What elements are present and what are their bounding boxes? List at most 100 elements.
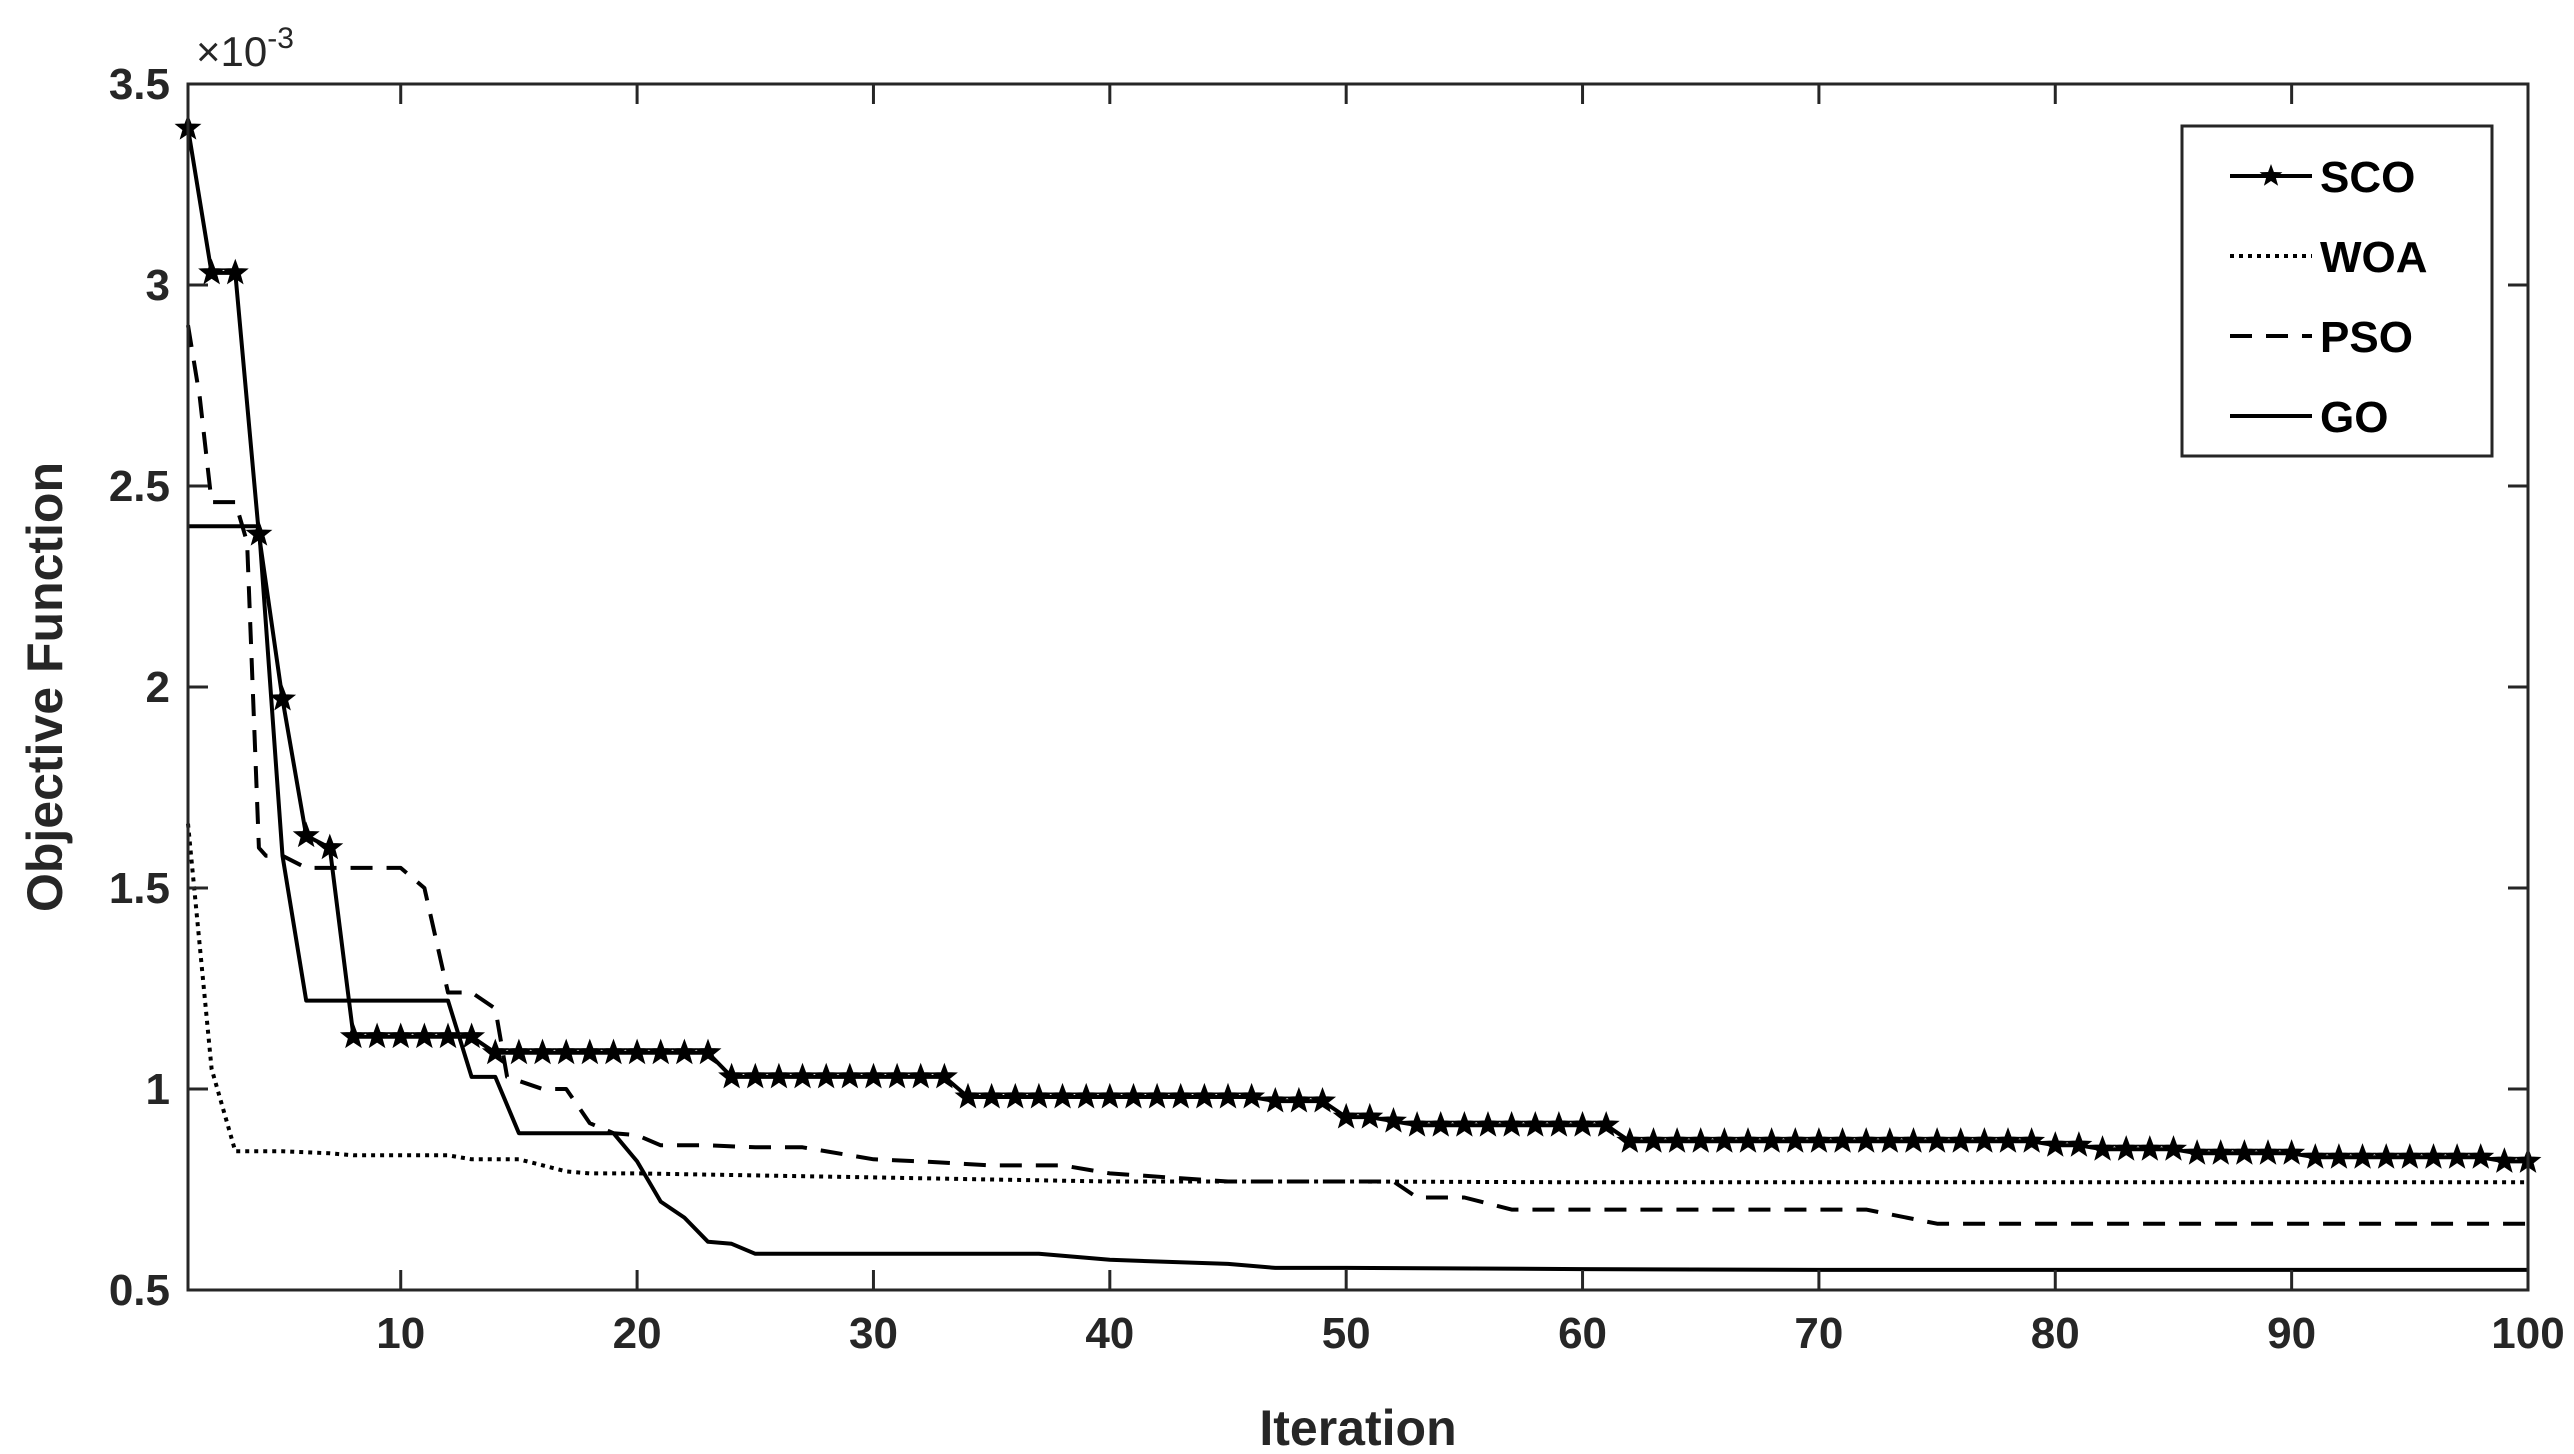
legend: SCO WOA PSO GO bbox=[2180, 124, 2494, 458]
data-point-sco bbox=[481, 1038, 509, 1065]
data-point-sco bbox=[1379, 1107, 1407, 1133]
data-point-sco bbox=[1119, 1082, 1147, 1109]
data-point-sco bbox=[2254, 1139, 2282, 1165]
axes-frame bbox=[186, 82, 2530, 1292]
data-point-sco bbox=[1285, 1086, 1313, 1113]
data-point-sco bbox=[2467, 1143, 2495, 1169]
x-axis-ticks: 10 20 30 40 50 60 70 80 90 100 bbox=[376, 84, 2565, 1358]
x-tick-label: 20 bbox=[613, 1309, 662, 1358]
data-point-sco bbox=[1639, 1127, 1667, 1153]
legend-item-sco: SCO bbox=[2230, 153, 2415, 202]
data-point-sco bbox=[2230, 1139, 2258, 1165]
data-point-sco bbox=[1852, 1127, 1880, 1153]
data-point-sco bbox=[1427, 1111, 1455, 1137]
data-point-sco bbox=[1781, 1127, 1809, 1153]
data-point-sco bbox=[2443, 1143, 2471, 1169]
exponent-power: -3 bbox=[267, 22, 294, 55]
data-point-sco bbox=[1356, 1102, 1384, 1129]
data-point-sco bbox=[2112, 1135, 2140, 1161]
data-point-sco bbox=[505, 1038, 533, 1065]
y-axis-ticks: 0.5 1 1.5 2 2.5 3 3.5 bbox=[109, 60, 2528, 1315]
data-point-sco bbox=[1049, 1082, 1077, 1109]
data-point-sco bbox=[316, 833, 344, 860]
data-point-sco bbox=[599, 1038, 627, 1065]
data-point-sco bbox=[292, 821, 320, 848]
legend-star-marker bbox=[2259, 164, 2283, 186]
data-point-sco bbox=[2041, 1131, 2069, 1157]
data-point-sco bbox=[221, 258, 249, 285]
data-point-sco bbox=[954, 1082, 982, 1109]
data-point-sco bbox=[1001, 1082, 1029, 1109]
data-point-sco bbox=[930, 1062, 958, 1089]
data-point-sco bbox=[1261, 1086, 1289, 1113]
data-point-sco bbox=[1616, 1127, 1644, 1153]
y-axis-label: Objective Function bbox=[17, 462, 73, 912]
x-tick-label: 70 bbox=[1794, 1309, 1843, 1358]
data-point-sco bbox=[2419, 1143, 2447, 1169]
legend-label: PSO bbox=[2320, 313, 2413, 362]
data-point-sco bbox=[2301, 1143, 2329, 1169]
data-point-sco bbox=[1805, 1127, 1833, 1153]
data-point-sco bbox=[1214, 1082, 1242, 1109]
data-point-sco bbox=[1309, 1086, 1337, 1113]
plot-series-layer bbox=[174, 113, 2542, 1272]
x-tick-label: 10 bbox=[376, 1309, 425, 1358]
x-tick-label: 90 bbox=[2267, 1309, 2316, 1358]
data-point-sco bbox=[1332, 1102, 1360, 1129]
data-point-sco bbox=[741, 1062, 769, 1089]
series-line-sco bbox=[186, 127, 2528, 1164]
data-point-sco bbox=[883, 1062, 911, 1089]
data-point-sco bbox=[269, 684, 297, 711]
series-go bbox=[188, 524, 2528, 1272]
data-point-sco bbox=[694, 1038, 722, 1065]
data-point-sco bbox=[1876, 1127, 1904, 1153]
data-point-sco bbox=[1734, 1127, 1762, 1153]
y-tick-label: 3 bbox=[146, 261, 170, 310]
data-point-sco bbox=[670, 1038, 698, 1065]
data-point-sco bbox=[198, 258, 226, 285]
data-point-sco bbox=[2183, 1139, 2211, 1165]
x-tick-label: 50 bbox=[1322, 1309, 1371, 1358]
data-point-sco bbox=[647, 1038, 675, 1065]
data-point-sco bbox=[1403, 1111, 1431, 1137]
data-point-sco bbox=[1521, 1111, 1549, 1137]
data-point-sco bbox=[1592, 1111, 1620, 1137]
y-tick-label: 2 bbox=[146, 663, 170, 712]
data-point-sco bbox=[2065, 1131, 2093, 1157]
data-point-sco bbox=[1758, 1127, 1786, 1153]
data-point-sco bbox=[1947, 1127, 1975, 1153]
data-point-sco bbox=[2325, 1143, 2353, 1169]
data-point-sco bbox=[2372, 1143, 2400, 1169]
data-point-sco bbox=[2349, 1143, 2377, 1169]
data-point-sco bbox=[1970, 1127, 1998, 1153]
legend-item-pso: PSO bbox=[2230, 313, 2413, 362]
data-point-sco bbox=[2396, 1143, 2424, 1169]
series-line-woa bbox=[186, 823, 2528, 1185]
data-point-sco bbox=[623, 1038, 651, 1065]
data-point-sco bbox=[1899, 1127, 1927, 1153]
data-point-sco bbox=[552, 1038, 580, 1065]
x-tick-label: 100 bbox=[2491, 1309, 2564, 1358]
series-woa bbox=[186, 823, 2528, 1185]
data-point-sco bbox=[1143, 1082, 1171, 1109]
data-point-sco bbox=[2089, 1135, 2117, 1161]
series-line-pso bbox=[186, 324, 2528, 1226]
data-point-sco bbox=[1072, 1082, 1100, 1109]
data-point-sco bbox=[1710, 1127, 1738, 1153]
data-point-sco bbox=[1994, 1127, 2022, 1153]
legend-label: WOA bbox=[2320, 233, 2428, 282]
data-point-sco bbox=[1474, 1111, 1502, 1137]
data-point-sco bbox=[1923, 1127, 1951, 1153]
data-point-sco bbox=[1190, 1082, 1218, 1109]
y-tick-label: 3.5 bbox=[109, 60, 170, 109]
series-pso bbox=[186, 324, 2528, 1226]
data-point-sco bbox=[978, 1082, 1006, 1109]
y-axis-exponent: ×10-3 bbox=[196, 22, 294, 75]
y-tick-label: 0.5 bbox=[109, 1266, 170, 1315]
data-point-sco bbox=[2018, 1127, 2046, 1153]
data-point-sco bbox=[1096, 1082, 1124, 1109]
data-point-sco bbox=[718, 1062, 746, 1089]
x-axis-label: Iteration bbox=[1259, 1400, 1456, 1454]
data-point-sco bbox=[1569, 1111, 1597, 1137]
exponent-base: ×10 bbox=[196, 28, 267, 75]
